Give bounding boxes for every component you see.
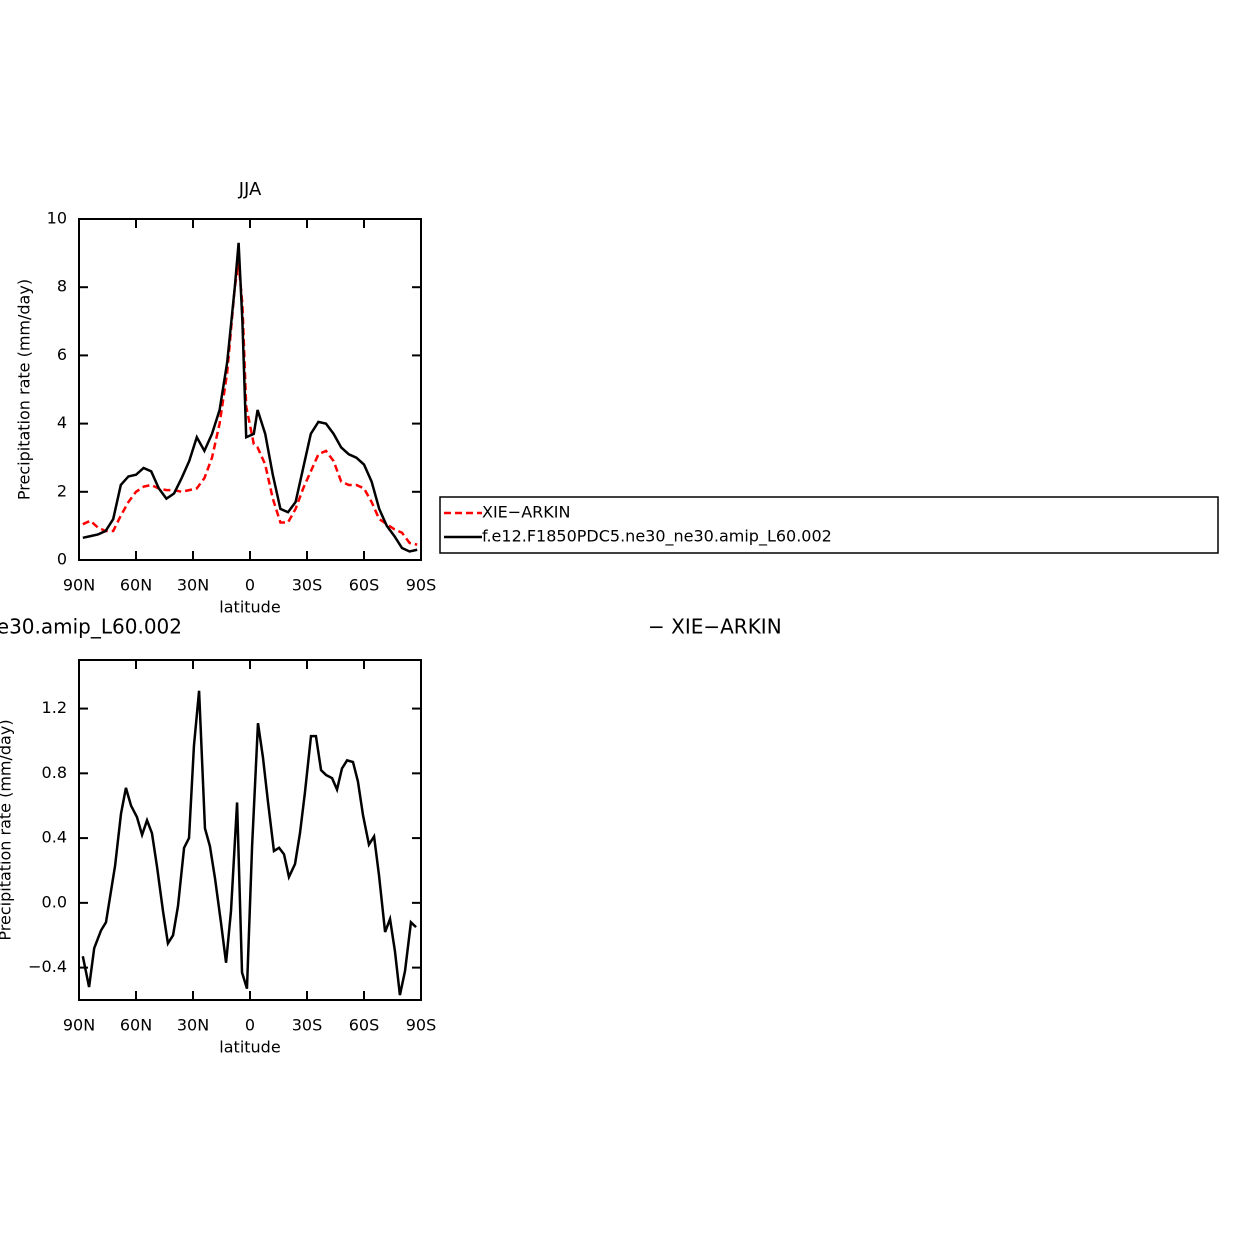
data-line <box>82 242 418 553</box>
x-tick-label: 60N <box>120 576 152 595</box>
x-tick-label: 60N <box>120 1016 152 1035</box>
x-tick-label: 30N <box>177 576 209 595</box>
y-tick-label: −0.4 <box>28 957 67 976</box>
x-tick-label: 90N <box>63 1016 95 1035</box>
plot-frame <box>78 659 422 1001</box>
legend-box <box>439 496 1219 554</box>
y-tick-label: 0.0 <box>42 892 67 911</box>
x-tick-label: 30N <box>177 1016 209 1035</box>
x-tick-label: 30S <box>292 1016 323 1035</box>
y-tick-label: 0 <box>57 550 67 569</box>
y-tick-label: 0.4 <box>42 828 67 847</box>
x-axis-label: latitude <box>219 1038 280 1057</box>
y-tick-label: 6 <box>57 345 67 364</box>
y-tick-label: 0.8 <box>42 763 67 782</box>
x-tick-label: 0 <box>245 1016 255 1035</box>
x-tick-label: 0 <box>245 576 255 595</box>
y-tick-label: 8 <box>57 277 67 296</box>
legend-label: XIE−ARKIN <box>482 503 570 522</box>
x-tick-label: 90N <box>63 576 95 595</box>
chart-title: JJA <box>238 179 262 200</box>
legend-label: f.e12.F1850PDC5.ne30_ne30.amip_L60.002 <box>482 527 832 547</box>
x-tick-label: 90S <box>406 576 437 595</box>
y-tick-label: 4 <box>57 413 67 432</box>
x-tick-label: 60S <box>349 576 380 595</box>
x-axis-label: latitude <box>219 598 280 617</box>
y-tick-label: 10 <box>47 209 67 228</box>
plot-frame <box>78 218 422 561</box>
x-tick-label: 60S <box>349 1016 380 1035</box>
y-tick-label: 1.2 <box>42 698 67 717</box>
chart-title-left: f.e12.F1850PDC5.ne30_ne30.amip_L60.002 <box>0 615 182 639</box>
chart-title-right: − XIE−ARKIN <box>648 615 782 639</box>
y-tick-label: 2 <box>57 481 67 500</box>
x-tick-label: 30S <box>292 576 323 595</box>
y-axis-label: Precipitation rate (mm/day) <box>15 279 34 500</box>
x-tick-label: 90S <box>406 1016 437 1035</box>
data-line <box>81 690 417 996</box>
y-axis-label: Precipitation rate (mm/day) <box>0 719 15 940</box>
